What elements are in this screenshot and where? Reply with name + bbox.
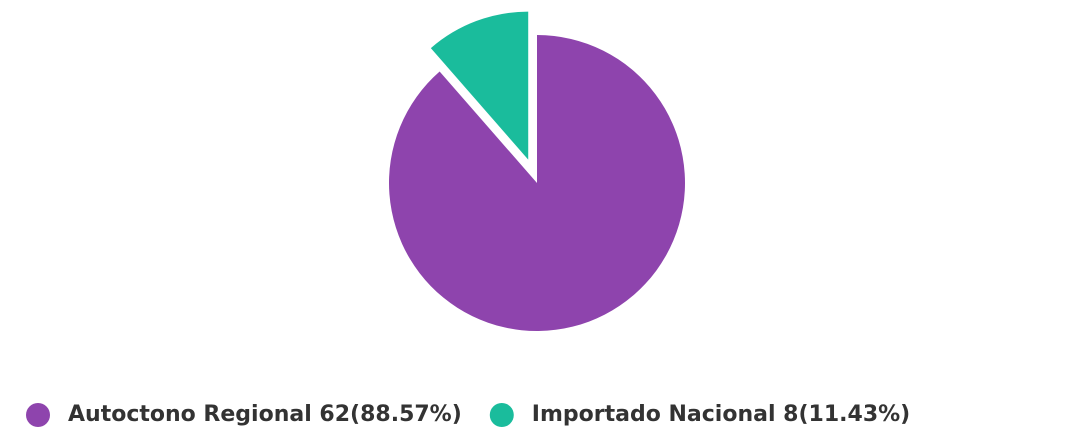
pie-slice bbox=[430, 11, 529, 160]
legend-swatch bbox=[26, 403, 50, 427]
legend-name: Autoctono Regional bbox=[68, 402, 312, 427]
legend-label: Autoctono Regional 62(88.57%) bbox=[68, 402, 462, 427]
legend-value: 8(11.43%) bbox=[783, 402, 910, 427]
legend-space bbox=[776, 402, 784, 427]
legend-name: Importado Nacional bbox=[532, 402, 776, 427]
pie-slice bbox=[388, 35, 685, 331]
legend-value: 62(88.57%) bbox=[319, 402, 461, 427]
legend-swatch bbox=[489, 403, 514, 427]
legend-label: Importado Nacional 8(11.43%) bbox=[532, 402, 910, 427]
legend-space bbox=[312, 402, 320, 427]
